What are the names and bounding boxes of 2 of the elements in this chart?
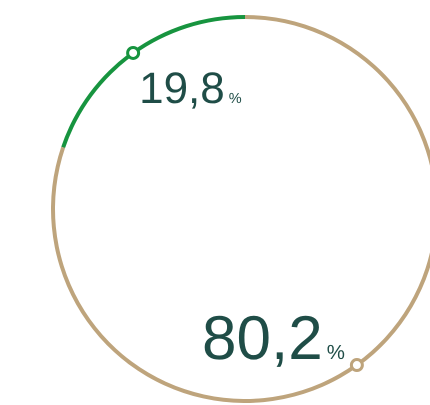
data-label: 19,8% xyxy=(139,64,242,113)
data-label: 80,2% xyxy=(202,304,345,374)
